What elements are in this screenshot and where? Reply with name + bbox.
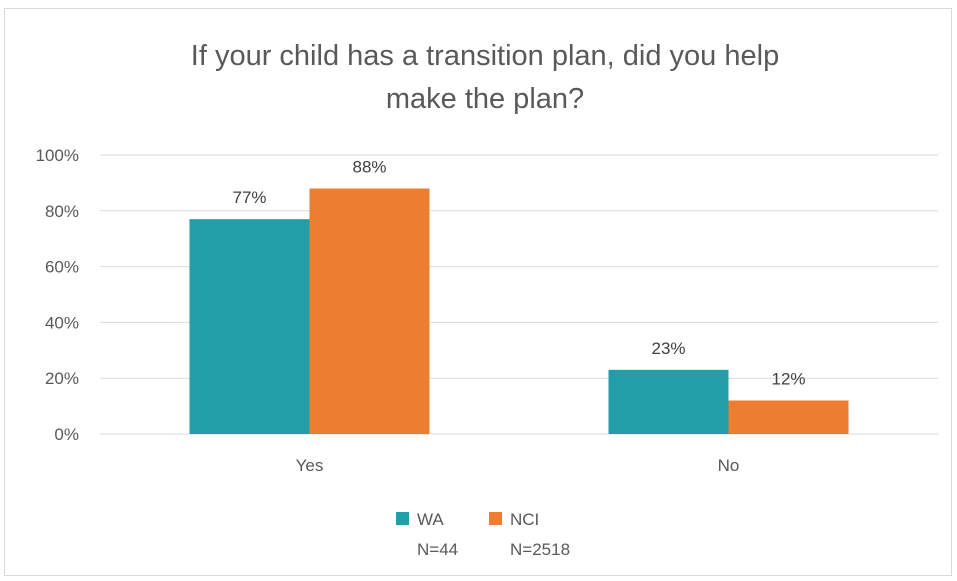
bar-wa-yes	[189, 219, 310, 434]
bars	[189, 188, 849, 434]
y-axis-ticks: 0% 20% 40% 60% 80% 100%	[36, 146, 79, 444]
legend-swatch-nci	[489, 512, 502, 525]
data-label-wa-yes: 77%	[232, 188, 266, 207]
x-tick-label: Yes	[296, 456, 324, 475]
data-label-nci-yes: 88%	[352, 157, 386, 176]
legend-label-nci: NCI	[510, 510, 539, 529]
x-axis-ticks: Yes No	[296, 456, 740, 475]
legend-swatch-wa	[396, 512, 409, 525]
x-tick-label: No	[718, 456, 740, 475]
chart-title-line-1: If your child has a transition plan, did…	[191, 40, 779, 72]
bar-nci-no	[728, 400, 849, 434]
legend-label-wa: WA	[417, 510, 444, 529]
y-tick-label: 40%	[45, 313, 79, 332]
bar-wa-no	[608, 369, 729, 434]
chart-frame	[4, 8, 952, 576]
y-tick-label: 20%	[45, 369, 79, 388]
y-tick-label: 100%	[36, 146, 79, 165]
y-tick-label: 80%	[45, 202, 79, 221]
chart-title-line-2: make the plan?	[386, 83, 584, 115]
bar-nci-yes	[309, 188, 430, 434]
y-tick-label: 60%	[45, 258, 79, 277]
legend-sample-size-nci: N=2518	[510, 540, 570, 559]
legend: WA N=44 NCI N=2518	[396, 510, 570, 559]
legend-sample-size-wa: N=44	[417, 540, 458, 559]
data-labels: 77% 88% 23% 12%	[232, 157, 805, 388]
y-tick-label: 0%	[54, 425, 79, 444]
data-label-nci-no: 12%	[771, 370, 805, 389]
data-label-wa-no: 23%	[651, 339, 685, 358]
